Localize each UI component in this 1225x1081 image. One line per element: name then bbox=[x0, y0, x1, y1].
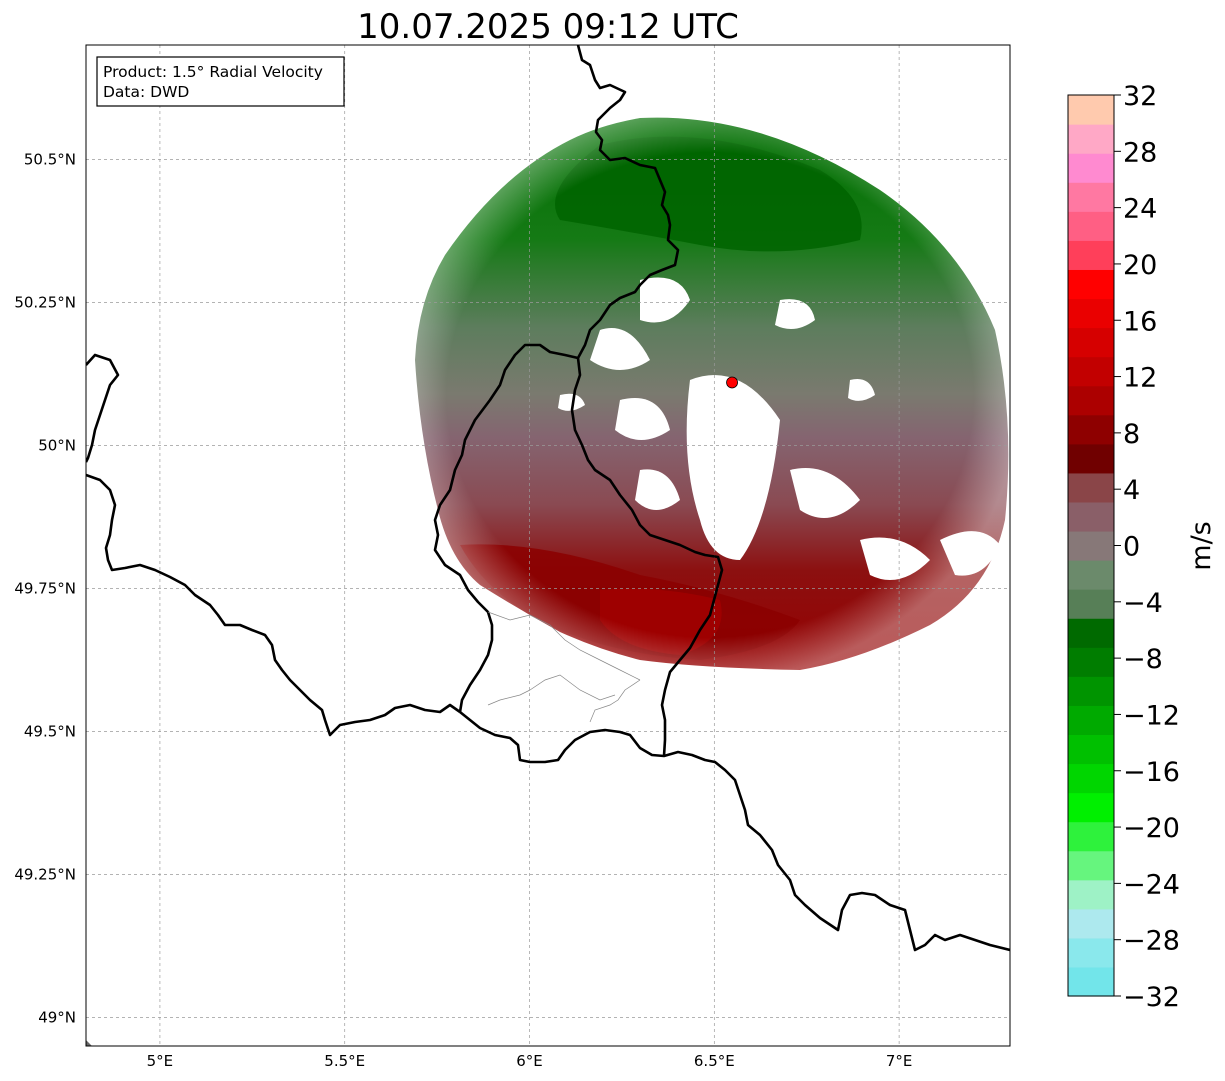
colorbar-tick-label: 0 bbox=[1123, 532, 1140, 563]
colorbar: 32 28 24 20 16 12 8 4 0 −4 −8 −12 −16 −20 −24 −28 −32 m/… bbox=[1067, 81, 1217, 1013]
colorbar-swatch bbox=[1068, 937, 1114, 968]
colorbar-tick-label: −24 bbox=[1123, 869, 1180, 900]
colorbar-swatch bbox=[1068, 734, 1114, 765]
colorbar-tick-label: −28 bbox=[1123, 926, 1180, 957]
colorbar-swatch bbox=[1068, 792, 1114, 823]
colorbar-tick-label: 16 bbox=[1123, 306, 1157, 337]
y-tick-label: 50°N bbox=[38, 436, 76, 454]
admin-lines bbox=[487, 611, 641, 723]
colorbar-swatch bbox=[1068, 298, 1114, 329]
colorbar-swatch bbox=[1068, 647, 1114, 677]
info-box-frame bbox=[96, 56, 345, 107]
colorbar-swatch bbox=[1068, 879, 1114, 910]
colorbar-tick-label: −16 bbox=[1123, 757, 1180, 788]
x-tick-label: 5.5°E bbox=[324, 1052, 365, 1070]
y-axis-ticks: 50.5°N 50.25°N 50°N 49.75°N 49.5°N 49.25°N 49°… bbox=[14, 150, 76, 1026]
border-netherlands bbox=[86, 353, 120, 463]
gridlines bbox=[86, 45, 1010, 1046]
colorbar-tick-label: 12 bbox=[1123, 363, 1157, 394]
y-tick-label: 50.5°N bbox=[24, 150, 76, 168]
colorbar-swatch bbox=[1068, 763, 1114, 794]
colorbar-tick-label: −12 bbox=[1123, 700, 1180, 731]
colorbar-swatch bbox=[1068, 240, 1114, 270]
x-axis-ticks: 5°E 5.5°E 6°E 6.5°E 7°E bbox=[147, 1052, 913, 1070]
colorbar-swatch bbox=[1068, 95, 1114, 125]
colorbar-swatch bbox=[1068, 501, 1114, 532]
info-box: Product: 1.5° Radial Velocity Data: DWD bbox=[96, 56, 345, 107]
info-source: Data: DWD bbox=[103, 83, 189, 101]
map-title: 10.07.2025 09:12 UTC bbox=[357, 7, 739, 47]
colorbar-swatch bbox=[1068, 618, 1114, 648]
corner-border-fragment bbox=[86, 1040, 92, 1046]
colorbar-tick-label: 28 bbox=[1123, 137, 1157, 168]
colorbar-swatch bbox=[1068, 182, 1114, 212]
colorbar-ticks: 32 28 24 20 16 12 8 4 0 −4 −8 −12 −16 −20 −24 −28 −32 bbox=[1114, 81, 1180, 1013]
y-tick-label: 49.25°N bbox=[14, 865, 76, 883]
colorbar-tick-label: 24 bbox=[1123, 194, 1157, 225]
y-tick-label: 49°N bbox=[38, 1008, 76, 1026]
border-germany-west bbox=[570, 45, 724, 757]
colorbar-tick-label: −8 bbox=[1123, 644, 1163, 675]
y-tick-label: 49.5°N bbox=[24, 722, 76, 740]
colorbar-swatch bbox=[1068, 124, 1114, 154]
y-tick-label: 50.25°N bbox=[14, 293, 76, 311]
colorbar-tick-label: −4 bbox=[1123, 588, 1163, 619]
colorbar-tick-label: 8 bbox=[1123, 419, 1140, 450]
y-tick-label: 49.75°N bbox=[14, 579, 76, 597]
x-tick-label: 5°E bbox=[147, 1052, 174, 1070]
x-tick-label: 6°E bbox=[516, 1052, 543, 1070]
colorbar-swatch bbox=[1068, 269, 1114, 300]
colorbar-swatch bbox=[1068, 966, 1114, 997]
colorbar-swatch bbox=[1068, 589, 1114, 619]
border-france-germany bbox=[459, 710, 1010, 952]
colorbar-swatch bbox=[1068, 443, 1114, 474]
colorbar-swatch bbox=[1068, 472, 1114, 503]
radar-echo bbox=[400, 110, 1010, 680]
x-tick-label: 7°E bbox=[886, 1052, 913, 1070]
colorbar-tick-label: −32 bbox=[1123, 982, 1180, 1013]
map-frame bbox=[85, 44, 1011, 1047]
colorbar-swatch bbox=[1068, 676, 1114, 706]
colorbar-swatch bbox=[1068, 153, 1114, 183]
colorbar-tick-label: 32 bbox=[1123, 81, 1157, 112]
border-belgium-luxembourg bbox=[433, 343, 579, 713]
colorbar-tick-label: −20 bbox=[1123, 813, 1180, 844]
colorbar-unit-label: m/s bbox=[1186, 521, 1217, 570]
colorbar-tick-label: 4 bbox=[1123, 475, 1140, 506]
colorbar-swatch bbox=[1068, 705, 1114, 736]
x-tick-label: 6.5°E bbox=[694, 1052, 735, 1070]
echo-edge-fade bbox=[400, 110, 1010, 680]
colorbar-swatch bbox=[1068, 356, 1114, 387]
map-area: Product: 1.5° Radial Velocity Data: DWD … bbox=[14, 44, 1011, 1070]
colorbar-tick-label: 20 bbox=[1123, 250, 1157, 281]
colorbar-swatch bbox=[1068, 211, 1114, 241]
country-borders bbox=[86, 45, 1010, 952]
colorbar-swatch bbox=[1068, 385, 1114, 416]
colorbar-swatches bbox=[1068, 95, 1114, 997]
colorbar-swatch bbox=[1068, 414, 1114, 445]
info-product: Product: 1.5° Radial Velocity bbox=[103, 63, 323, 81]
colorbar-swatch bbox=[1068, 821, 1114, 852]
radar-site-marker bbox=[726, 376, 738, 389]
colorbar-swatch bbox=[1068, 530, 1114, 561]
colorbar-swatch bbox=[1068, 560, 1114, 590]
colorbar-swatch bbox=[1068, 908, 1114, 939]
colorbar-swatch bbox=[1068, 327, 1114, 358]
colorbar-swatch bbox=[1068, 850, 1114, 881]
border-france-belgium bbox=[86, 473, 461, 737]
